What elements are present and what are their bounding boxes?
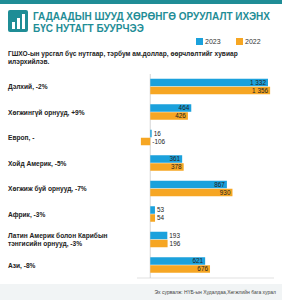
text-line: ГШХО-ын урсгал бүс нутгаар, тэрбум ам.до… (8, 50, 238, 58)
data-label: 930 (220, 189, 231, 196)
bar (150, 104, 191, 112)
legend-swatch (196, 38, 203, 45)
text-line: Дэлхий, -2% (8, 83, 48, 91)
bar (150, 189, 232, 197)
text-line: илэрхийлэв. (8, 58, 49, 66)
legend-label: 2023 (205, 38, 221, 45)
bar (150, 112, 188, 120)
source: Эх сурвалж: НҮБ-ын Худалдаа,Хөгжлийн баг… (154, 289, 276, 295)
data-label: 464 (179, 104, 190, 111)
background (0, 0, 282, 300)
bar (150, 181, 227, 189)
data-label: 426 (175, 112, 186, 119)
data-label: -106 (152, 138, 165, 145)
data-label: 16 (154, 130, 162, 137)
title-icon (22, 14, 25, 29)
text-line: Латин Америк болон Карибын (8, 232, 108, 240)
data-label: 676 (197, 265, 208, 272)
data-label: 193 (169, 232, 180, 239)
bar (150, 257, 205, 265)
data-label: 54 (157, 214, 165, 221)
bar (150, 214, 155, 222)
category-label: Хойд Америк, -5% (8, 160, 67, 168)
bar (150, 232, 167, 240)
category-label: Африк, -3% (8, 211, 45, 219)
data-label: 361 (169, 155, 180, 162)
text-line: ГАДААДЫН ШУУД ХӨРӨНГӨ ОРУУЛАЛТ ИХЭНХ (33, 11, 270, 22)
bar (141, 138, 150, 146)
top-band (0, 0, 282, 4)
text-line: Европ, - (8, 134, 34, 142)
category-label: Ази, -8% (8, 262, 36, 270)
title-icon (17, 18, 20, 29)
bar (150, 163, 183, 171)
category-label: Хөгжингүй орнууд, +9% (8, 109, 85, 117)
title-icon (8, 10, 28, 32)
x-axis-line (137, 278, 274, 279)
chart: ГАДААДЫН ШУУД ХӨРӨНГӨ ОРУУЛАЛТ ИХЭНХБҮС … (0, 0, 282, 300)
legend-swatch (236, 38, 243, 45)
legend-label: 2022 (245, 38, 261, 45)
title: ГАДААДЫН ШУУД ХӨРӨНГӨ ОРУУЛАЛТ ИХЭНХБҮС … (33, 11, 270, 34)
data-label: 378 (171, 163, 182, 170)
subtitle: ГШХО-ын урсгал бүс нутгаар, тэрбум ам.до… (8, 50, 238, 66)
text-line: тэнгисийн орнууд, -3% (8, 240, 82, 248)
bar (150, 240, 167, 248)
source-band (0, 284, 282, 300)
bar (150, 206, 155, 214)
bar (150, 265, 210, 273)
category-label: Хөгжиж буй орнууд, -7% (8, 185, 87, 193)
text-line: Хойд Америк, -5% (8, 160, 67, 168)
data-label: 621 (192, 257, 203, 264)
title-icon (12, 22, 15, 29)
text-line: Хөгжиж буй орнууд, -7% (8, 185, 87, 193)
data-label: 1 332 (250, 79, 266, 86)
category-label: Дэлхий, -2% (8, 83, 48, 91)
bar (150, 87, 270, 95)
bar (150, 130, 151, 138)
category-label: Латин Америк болон Карибынтэнгисийн орну… (8, 232, 108, 248)
text-line: БҮС НУТАГТ БУУРЧЭЭ (33, 23, 144, 34)
data-label: 196 (170, 240, 181, 247)
data-label: 53 (157, 206, 165, 213)
category-label: Европ, - (8, 134, 34, 142)
data-label: 867 (214, 181, 225, 188)
bars (141, 79, 270, 273)
text-line: Ази, -8% (8, 262, 36, 270)
text-line: Африк, -3% (8, 211, 45, 219)
text-line: Хөгжингүй орнууд, +9% (8, 109, 85, 117)
bar (150, 79, 268, 87)
data-label: 1 356 (252, 87, 268, 94)
bar (150, 155, 182, 163)
